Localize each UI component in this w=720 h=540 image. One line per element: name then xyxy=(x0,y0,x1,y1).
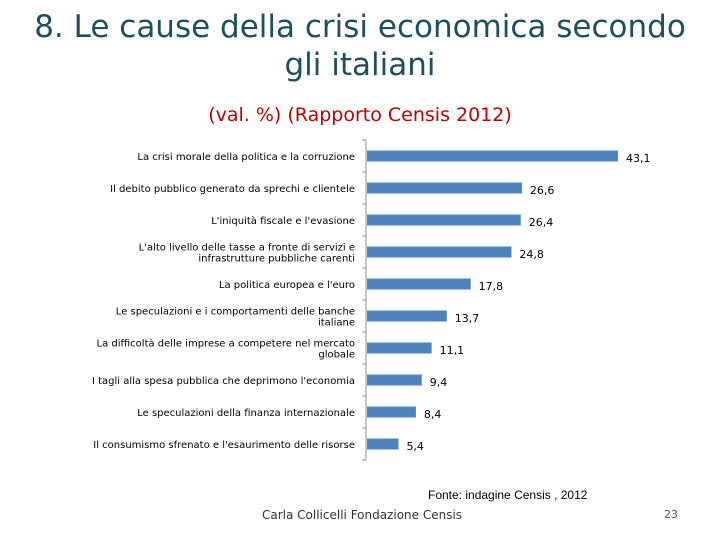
bar-value-label: 5,4 xyxy=(406,440,424,453)
bar xyxy=(367,310,447,322)
category-label: globale xyxy=(318,350,355,361)
category-label: L'iniquità fiscale e l'evasione xyxy=(211,215,355,227)
bar-value-label: 26,4 xyxy=(529,216,554,229)
bar xyxy=(367,342,432,354)
bar-value-label: 9,4 xyxy=(430,376,448,389)
category-label: italiane xyxy=(318,318,355,329)
bar xyxy=(367,214,521,226)
bar xyxy=(367,438,399,450)
bar xyxy=(367,374,422,386)
category-label: La difficoltà delle imprese a competere … xyxy=(97,338,356,350)
category-label: infrastrutture pubbliche carenti xyxy=(198,254,355,265)
slide-title: 8. Le cause della crisi economica second… xyxy=(0,8,720,84)
bar xyxy=(367,150,618,162)
slide-title-line-1: 8. Le cause della crisi economica second… xyxy=(34,9,686,45)
category-label: Il debito pubblico generato da sprechi e… xyxy=(110,184,355,195)
bar-value-label: 24,8 xyxy=(519,248,544,261)
bar xyxy=(367,246,512,258)
source-note: Fonte: indagine Censis , 2012 xyxy=(428,488,588,502)
category-label: I tagli alla spesa pubblica che deprimon… xyxy=(92,376,355,387)
category-label: L'alto livello delle tasse a fronte di s… xyxy=(139,243,355,254)
category-label: Le speculazioni e i comportamenti delle … xyxy=(116,307,355,318)
bar-value-label: 13,7 xyxy=(455,312,480,325)
slide-title-line-2: gli italiani xyxy=(284,47,436,83)
bar xyxy=(367,278,471,290)
bar-value-label: 26,6 xyxy=(530,184,555,197)
bar xyxy=(367,406,416,418)
slide-subtitle: (val. %) (Rapporto Censis 2012) xyxy=(208,104,512,126)
bar-value-label: 43,1 xyxy=(626,152,651,165)
category-label: Il consumismo sfrenato e l'esaurimento d… xyxy=(93,440,355,451)
category-label: Le speculazioni della finanza internazio… xyxy=(137,408,355,419)
page-number: 23 xyxy=(664,508,678,521)
bar-value-label: 8,4 xyxy=(424,408,442,421)
footer-author: Carla Collicelli Fondazione Censis xyxy=(262,508,463,522)
category-label: La crisi morale della politica e la corr… xyxy=(137,152,355,163)
bar xyxy=(367,182,522,194)
category-label: La politica europea e l'euro xyxy=(219,280,355,291)
bar-value-label: 17,8 xyxy=(479,280,504,293)
bar-value-label: 11,1 xyxy=(440,344,465,357)
